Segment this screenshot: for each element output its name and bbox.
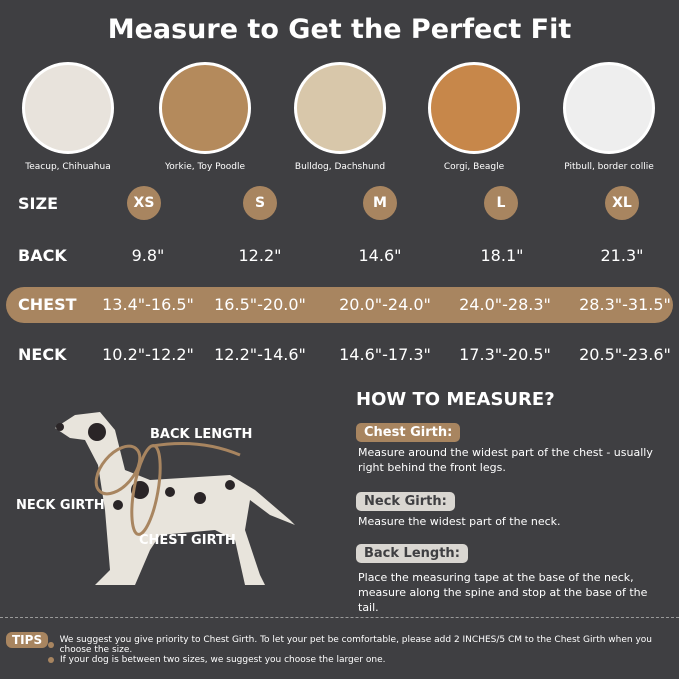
size-label: SIZE xyxy=(18,194,59,213)
tip-item: We suggest you give priority to Chest Gi… xyxy=(48,635,679,655)
neck-value: 10.2"-12.2" xyxy=(102,345,194,364)
page-title: Measure to Get the Perfect Fit xyxy=(107,14,572,45)
neck-girth-pill: Neck Girth: xyxy=(356,492,455,511)
bullet-icon xyxy=(48,657,54,663)
neck-value: 14.6"-17.3" xyxy=(339,345,431,364)
back-value: 9.8" xyxy=(131,246,165,265)
size-badge: XS xyxy=(127,186,161,220)
dog-photo xyxy=(428,62,520,154)
chest-value: 24.0"-28.3" xyxy=(459,295,551,314)
back-length-label: BACK LENGTH xyxy=(150,427,253,442)
breed-label: Yorkie, Toy Poodle xyxy=(164,162,245,172)
neck-girth-desc: Measure the widest part of the neck. xyxy=(358,515,561,528)
back-value: 14.6" xyxy=(358,246,402,265)
chest-girth-desc: Measure around the widest part of the ch… xyxy=(358,446,653,474)
breed-l: Corgi, Beagle xyxy=(409,62,539,172)
dog-photo xyxy=(22,62,114,154)
breed-xl: Pitbull, border collie xyxy=(544,62,674,172)
back-value: 18.1" xyxy=(480,246,524,265)
back-length-desc: Place the measuring tape at the base of … xyxy=(358,571,648,614)
size-badge: S xyxy=(243,186,277,220)
dog-photo xyxy=(159,62,251,154)
chest-value: 13.4"-16.5" xyxy=(102,295,194,314)
back-value: 21.3" xyxy=(600,246,644,265)
chest-girth-label: CHEST GIRTH xyxy=(139,533,236,548)
tips-badge: TIPS xyxy=(6,632,49,648)
chest-value: 20.0"-24.0" xyxy=(339,295,431,314)
breed-label: Corgi, Beagle xyxy=(443,162,505,172)
neck-value: 17.3"-20.5" xyxy=(459,345,551,364)
size-badge: L xyxy=(484,186,518,220)
chest-value: 16.5"-20.0" xyxy=(214,295,306,314)
chest-row-highlight xyxy=(6,287,673,323)
breed-m: Bulldog, Dachshund xyxy=(275,62,405,172)
breed-label: Pitbull, border collie xyxy=(564,162,654,172)
neck-label: NECK xyxy=(18,345,67,364)
back-length-pill: Back Length: xyxy=(356,544,468,563)
dog-photo xyxy=(563,62,655,154)
tip-item: If your dog is between two sizes, we sug… xyxy=(48,655,385,665)
size-badge: XL xyxy=(605,186,639,220)
dog-photo xyxy=(294,62,386,154)
back-label: BACK xyxy=(18,246,67,265)
back-value: 12.2" xyxy=(238,246,282,265)
breed-label: Teacup, Chihuahua xyxy=(25,162,111,172)
bullet-icon xyxy=(48,642,54,648)
chest-girth-pill: Chest Girth: xyxy=(356,423,461,442)
how-to-title: HOW TO MEASURE? xyxy=(356,389,555,410)
neck-value: 20.5"-23.6" xyxy=(579,345,671,364)
breed-s: Yorkie, Toy Poodle xyxy=(140,62,270,172)
dalmatian-illustration xyxy=(55,412,295,585)
tip-text: If your dog is between two sizes, we sug… xyxy=(60,655,386,665)
neck-girth-label: NECK GIRTH xyxy=(16,498,105,513)
breed-xs: Teacup, Chihuahua xyxy=(3,62,133,172)
chest-value: 28.3"-31.5" xyxy=(579,295,671,314)
tip-text: We suggest you give priority to Chest Gi… xyxy=(59,635,653,655)
breed-label: Bulldog, Dachshund xyxy=(294,162,386,172)
chest-label: CHEST xyxy=(18,295,77,314)
neck-value: 12.2"-14.6" xyxy=(214,345,306,364)
size-badge: M xyxy=(363,186,397,220)
divider xyxy=(0,617,679,618)
